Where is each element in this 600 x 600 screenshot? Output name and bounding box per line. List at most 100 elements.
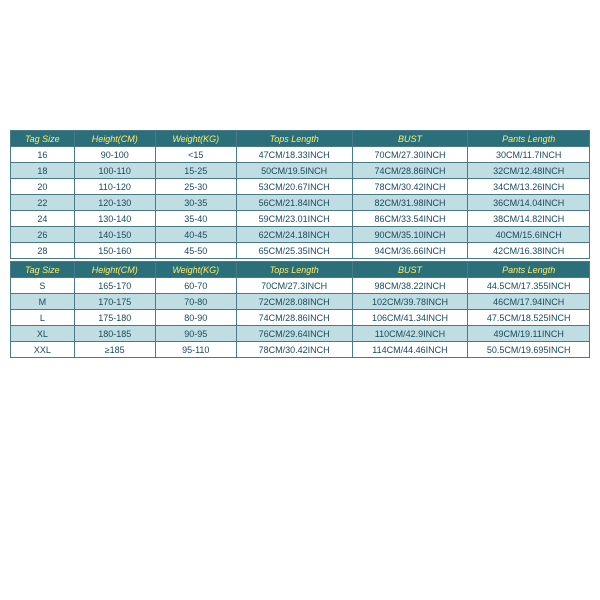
table-cell: 90CM/35.10INCH [352,227,468,243]
table-row: 26140-15040-4562CM/24.18INCH90CM/35.10IN… [11,227,590,243]
table-cell: 34CM/13.26INCH [468,179,590,195]
table-row: 24130-14035-4059CM/23.01INCH86CM/33.54IN… [11,211,590,227]
table-cell: 140-150 [74,227,155,243]
column-header: Height(CM) [74,131,155,147]
table-row: XL180-18590-9576CM/29.64INCH110CM/42.9IN… [11,326,590,342]
table-cell: 114CM/44.46INCH [352,342,468,358]
table-cell: 78CM/30.42INCH [236,342,352,358]
table-cell: L [11,310,75,326]
table-cell: 35-40 [155,211,236,227]
table-cell: S [11,278,75,294]
column-header: BUST [352,131,468,147]
column-header: Tag Size [11,131,75,147]
table-cell: 74CM/28.86INCH [352,163,468,179]
table-cell: 16 [11,147,75,163]
table-cell: 102CM/39.78INCH [352,294,468,310]
table-cell: 120-130 [74,195,155,211]
table-cell: 36CM/14.04INCH [468,195,590,211]
table-cell: 47CM/18.33INCH [236,147,352,163]
table-row: S165-17060-7070CM/27.3INCH98CM/38.22INCH… [11,278,590,294]
table-cell: M [11,294,75,310]
size-table-kids: Tag SizeHeight(CM)Weight(KG)Tops LengthB… [10,130,590,259]
table-cell: 50CM/19.5INCH [236,163,352,179]
table-1: Tag SizeHeight(CM)Weight(KG)Tops LengthB… [10,130,590,259]
table-row: 18100-11015-2550CM/19.5INCH74CM/28.86INC… [11,163,590,179]
table-cell: 18 [11,163,75,179]
table-cell: 42CM/16.38INCH [468,243,590,259]
column-header: Height(CM) [74,262,155,278]
table-row: M170-17570-8072CM/28.08INCH102CM/39.78IN… [11,294,590,310]
table-cell: 94CM/36.66INCH [352,243,468,259]
column-header: Tag Size [11,262,75,278]
table-cell: 45-50 [155,243,236,259]
table-cell: 90-100 [74,147,155,163]
table-cell: 110-120 [74,179,155,195]
column-header: Pants Length [468,131,590,147]
table-cell: 40-45 [155,227,236,243]
table-cell: 47.5CM/18.525INCH [468,310,590,326]
table-cell: 95-110 [155,342,236,358]
table-cell: 86CM/33.54INCH [352,211,468,227]
table-row: L175-18080-9074CM/28.86INCH106CM/41.34IN… [11,310,590,326]
table-cell: 165-170 [74,278,155,294]
table-cell: 50.5CM/19.695INCH [468,342,590,358]
table-cell: 15-25 [155,163,236,179]
table-cell: 106CM/41.34INCH [352,310,468,326]
table-row: 20110-12025-3053CM/20.67INCH78CM/30.42IN… [11,179,590,195]
table-cell: 25-30 [155,179,236,195]
table-cell: 90-95 [155,326,236,342]
table-cell: 100-110 [74,163,155,179]
table-cell: 62CM/24.18INCH [236,227,352,243]
table-cell: XL [11,326,75,342]
table-cell: 40CM/15.6INCH [468,227,590,243]
table-cell: 53CM/20.67INCH [236,179,352,195]
table-cell: 98CM/38.22INCH [352,278,468,294]
table-cell: 44.5CM/17.355INCH [468,278,590,294]
table-cell: 26 [11,227,75,243]
table-cell: 24 [11,211,75,227]
table-cell: 38CM/14.82INCH [468,211,590,227]
table-cell: ≥185 [74,342,155,358]
table-cell: 150-160 [74,243,155,259]
table-cell: 80-90 [155,310,236,326]
table-cell: 49CM/19.11INCH [468,326,590,342]
table-cell: 30-35 [155,195,236,211]
table-cell: 46CM/17.94INCH [468,294,590,310]
table-cell: 65CM/25.35INCH [236,243,352,259]
table-cell: <15 [155,147,236,163]
table-cell: 74CM/28.86INCH [236,310,352,326]
table-cell: 30CM/11.7INCH [468,147,590,163]
table-cell: 110CM/42.9INCH [352,326,468,342]
column-header: Tops Length [236,262,352,278]
table-cell: 32CM/12.48INCH [468,163,590,179]
table-cell: 22 [11,195,75,211]
table-row: 1690-100<1547CM/18.33INCH70CM/27.30INCH3… [11,147,590,163]
table-cell: 59CM/23.01INCH [236,211,352,227]
table-cell: 70CM/27.3INCH [236,278,352,294]
table-cell: 170-175 [74,294,155,310]
table-cell: 78CM/30.42INCH [352,179,468,195]
table-cell: 20 [11,179,75,195]
column-header: Tops Length [236,131,352,147]
table-cell: 70-80 [155,294,236,310]
table-cell: 72CM/28.08INCH [236,294,352,310]
table-cell: 56CM/21.84INCH [236,195,352,211]
table-cell: 130-140 [74,211,155,227]
table-cell: 175-180 [74,310,155,326]
table-cell: 180-185 [74,326,155,342]
table-cell: 28 [11,243,75,259]
column-header: Weight(KG) [155,131,236,147]
table-cell: 82CM/31.98INCH [352,195,468,211]
table-cell: 70CM/27.30INCH [352,147,468,163]
column-header: Weight(KG) [155,262,236,278]
table-row: XXL≥18595-11078CM/30.42INCH114CM/44.46IN… [11,342,590,358]
column-header: BUST [352,262,468,278]
column-header: Pants Length [468,262,590,278]
size-table-adults: Tag SizeHeight(CM)Weight(KG)Tops LengthB… [10,261,590,358]
table-cell: 76CM/29.64INCH [236,326,352,342]
table-cell: 60-70 [155,278,236,294]
table-row: 22120-13030-3556CM/21.84INCH82CM/31.98IN… [11,195,590,211]
table-cell: XXL [11,342,75,358]
table-row: 28150-16045-5065CM/25.35INCH94CM/36.66IN… [11,243,590,259]
table-2: Tag SizeHeight(CM)Weight(KG)Tops LengthB… [10,261,590,358]
